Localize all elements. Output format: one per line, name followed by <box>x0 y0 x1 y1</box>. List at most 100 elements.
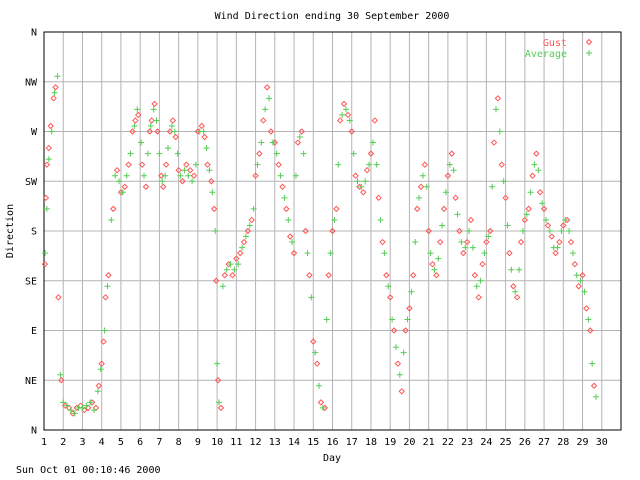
data-point-gust <box>172 133 179 141</box>
x-tick-label: 4 <box>99 437 105 448</box>
data-point-average <box>239 244 246 251</box>
data-point-gust <box>290 249 298 257</box>
data-point-average <box>285 216 292 223</box>
data-point-gust <box>58 377 65 384</box>
y-tick-label: SW <box>25 177 38 188</box>
data-point-gust <box>363 166 371 174</box>
data-point-average <box>454 211 461 218</box>
x-tick-label: 18 <box>365 437 377 448</box>
data-point-gust <box>336 117 344 124</box>
data-point-gust <box>421 161 429 168</box>
data-point-gust <box>456 227 463 235</box>
x-tick-label: 13 <box>269 437 281 448</box>
data-point-gust <box>186 166 194 174</box>
data-point-average <box>281 194 288 201</box>
legend-marker-gust <box>585 38 593 46</box>
data-point-gust <box>302 227 309 235</box>
data-point-average <box>404 316 411 323</box>
data-point-average <box>569 250 576 257</box>
data-point-average <box>67 407 74 414</box>
data-point-average <box>554 244 561 251</box>
data-point-gust <box>394 360 402 367</box>
data-point-gust <box>100 338 107 345</box>
data-point-gust <box>386 294 394 301</box>
x-tick-label: 14 <box>288 437 300 448</box>
data-point-gust <box>148 117 155 124</box>
data-point-average <box>108 216 115 223</box>
data-point-gust <box>240 238 248 246</box>
data-point-gust <box>348 128 355 135</box>
data-point-average <box>71 410 78 417</box>
y-axis-label: Direction <box>5 204 16 258</box>
data-point-average <box>573 272 580 279</box>
y-tick-label: N <box>31 426 37 437</box>
x-tick-label: 17 <box>346 437 358 448</box>
data-point-gust <box>333 205 340 213</box>
data-point-gust <box>166 128 174 135</box>
data-point-average <box>346 117 353 124</box>
data-point-average <box>519 228 526 234</box>
data-point-average <box>400 349 407 356</box>
data-point-gust <box>521 216 529 224</box>
data-point-average <box>450 167 457 174</box>
legend-plus-marker <box>586 50 592 56</box>
y-tick-label: NW <box>25 77 38 88</box>
data-point-average <box>223 266 230 273</box>
data-point-average <box>141 172 148 179</box>
x-tick-label: 24 <box>480 437 492 448</box>
data-point-average <box>41 250 48 257</box>
data-point-average <box>496 128 503 135</box>
data-point-average <box>79 404 86 411</box>
data-point-gust <box>121 183 128 190</box>
data-point-gust <box>583 305 590 312</box>
data-point-gust <box>233 255 240 262</box>
data-point-gust <box>560 222 567 229</box>
data-point-average <box>342 106 349 113</box>
data-point-average <box>566 228 573 234</box>
data-point-average <box>185 172 192 179</box>
data-point-gust <box>317 399 325 406</box>
data-point-average <box>504 222 511 229</box>
data-point-gust <box>217 404 225 412</box>
data-point-average <box>51 89 58 96</box>
data-point-average <box>589 360 596 367</box>
data-point-gust <box>252 172 259 179</box>
data-point-average <box>377 216 384 223</box>
data-point-gust <box>452 194 459 202</box>
data-point-average <box>523 211 530 218</box>
data-point-average <box>592 393 599 400</box>
data-point-average <box>171 128 178 135</box>
data-point-gust <box>211 205 218 213</box>
x-tick-label: 2 <box>60 437 66 448</box>
data-point-average <box>150 106 157 113</box>
data-point-average <box>439 222 446 229</box>
data-point-gust <box>256 150 263 157</box>
data-point-gust <box>105 272 112 279</box>
data-point-gust <box>55 294 62 301</box>
data-point-gust <box>533 150 540 157</box>
data-point-gust <box>248 216 255 224</box>
data-point-average <box>262 106 269 113</box>
y-tick-label: W <box>31 127 38 138</box>
data-point-gust <box>175 166 182 174</box>
generated-timestamp: Sun Oct 01 00:10:46 2000 <box>16 465 161 476</box>
data-point-gust <box>169 117 177 124</box>
data-point-average <box>212 228 219 234</box>
data-point-gust <box>95 382 103 389</box>
data-point-average <box>189 178 196 185</box>
data-point-average <box>477 277 484 284</box>
data-point-gust <box>158 172 165 179</box>
data-point-average <box>235 261 242 268</box>
y-tick-label: SE <box>25 276 37 287</box>
y-tick-label: E <box>31 326 37 337</box>
x-tick-label: 5 <box>118 437 124 448</box>
data-point-average <box>101 327 108 334</box>
x-tick-label: 10 <box>211 437 223 448</box>
data-point-gust <box>540 205 548 213</box>
data-point-gust <box>444 172 452 179</box>
data-point-average <box>64 402 71 409</box>
data-point-average <box>546 228 553 234</box>
data-point-average <box>289 239 296 246</box>
data-point-average <box>200 128 207 135</box>
data-point-gust <box>417 183 425 190</box>
